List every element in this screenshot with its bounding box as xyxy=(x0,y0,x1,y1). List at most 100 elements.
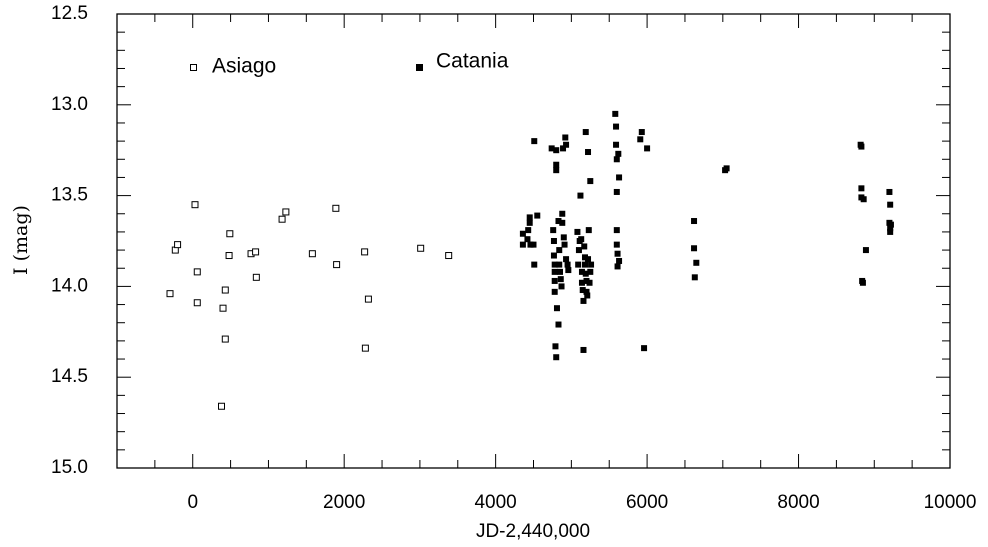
axis-ticks xyxy=(117,13,950,469)
axis-tick-labels: 0 2000 4000 6000 8000 10000 12.5 13.0 13.5 14.0 14… xyxy=(51,3,976,513)
data-point-catania xyxy=(562,134,569,141)
data-point-catania xyxy=(557,276,564,283)
plot-frame xyxy=(116,13,951,469)
data-point-catania xyxy=(559,219,566,226)
data-point-catania xyxy=(564,261,571,268)
data-point-catania xyxy=(551,268,558,275)
data-point-catania xyxy=(575,261,582,268)
data-point-catania xyxy=(559,210,566,217)
data-point-catania xyxy=(578,236,585,243)
data-point-asiago xyxy=(218,402,226,410)
data-point-asiago xyxy=(221,335,229,343)
data-point-catania xyxy=(887,201,894,208)
data-point-catania xyxy=(531,261,538,268)
data-point-catania xyxy=(527,241,534,248)
data-point-catania xyxy=(723,165,730,172)
data-point-catania xyxy=(588,261,595,268)
data-point-asiago xyxy=(166,290,174,298)
data-point-catania xyxy=(582,270,589,277)
data-point-catania xyxy=(583,277,590,284)
data-point-catania xyxy=(615,150,622,157)
data-point-catania xyxy=(558,283,565,290)
data-point-catania xyxy=(887,225,894,232)
data-point-catania xyxy=(613,141,620,148)
data-point-asiago xyxy=(445,252,453,260)
data-point-catania xyxy=(887,228,894,235)
data-point-catania xyxy=(548,145,555,152)
data-point-catania xyxy=(858,185,865,192)
data-point-catania xyxy=(551,288,558,295)
data-point-catania xyxy=(575,247,582,254)
y-tick-label: 12.5 xyxy=(51,3,88,24)
x-tick-label: 2000 xyxy=(323,492,365,513)
data-point-catania xyxy=(584,292,591,299)
data-point-catania xyxy=(578,268,585,275)
data-point-catania xyxy=(585,256,592,263)
data-point-asiago xyxy=(308,250,316,258)
data-point-catania xyxy=(614,250,621,257)
data-point-catania xyxy=(586,279,593,286)
data-point-catania xyxy=(587,178,594,185)
data-point-catania xyxy=(563,256,570,263)
data-point-asiago xyxy=(361,344,369,352)
data-point-catania xyxy=(691,245,698,252)
y-tick-label: 14.5 xyxy=(51,366,88,387)
data-point-asiago xyxy=(221,286,229,294)
data-point-asiago xyxy=(332,204,340,212)
data-point-catania xyxy=(583,288,590,295)
data-point-asiago xyxy=(282,208,290,216)
data-point-catania xyxy=(531,138,538,145)
data-point-catania xyxy=(612,110,619,117)
data-point-catania xyxy=(550,252,557,259)
y-axis-title: I (mag) xyxy=(10,205,32,275)
data-point-asiago xyxy=(219,304,227,312)
data-point-catania xyxy=(550,227,557,234)
data-point-catania xyxy=(858,143,865,150)
data-point-catania xyxy=(574,228,581,235)
data-point-asiago xyxy=(417,244,425,252)
data-point-catania xyxy=(616,257,623,264)
data-point-catania xyxy=(553,305,560,312)
data-point-catania xyxy=(560,145,567,152)
data-point-catania xyxy=(644,145,651,152)
data-point-catania xyxy=(859,279,866,286)
data-point-catania xyxy=(638,129,645,136)
data-point-catania xyxy=(519,230,526,237)
data-point-catania xyxy=(526,219,533,226)
data-point-asiago xyxy=(193,268,201,276)
data-point-asiago xyxy=(191,201,199,209)
data-point-catania xyxy=(613,188,620,195)
legend-marker-catania xyxy=(416,64,423,71)
data-point-catania xyxy=(887,221,894,228)
data-point-catania xyxy=(556,247,563,254)
data-point-catania xyxy=(563,141,570,148)
data-point-catania xyxy=(585,227,592,234)
data-point-catania xyxy=(582,129,589,136)
data-point-catania xyxy=(587,268,594,275)
data-point-catania xyxy=(691,218,698,225)
data-point-catania xyxy=(862,247,869,254)
data-point-catania xyxy=(556,261,563,268)
y-tick-label: 15.0 xyxy=(51,457,88,478)
legend-label-asiago: Asiago xyxy=(212,55,276,78)
data-point-asiago xyxy=(361,248,369,256)
x-tick-label: 10000 xyxy=(924,492,977,513)
data-point-catania xyxy=(578,279,585,286)
data-point-catania xyxy=(555,218,562,225)
y-tick-label: 13.0 xyxy=(51,94,88,115)
data-point-catania xyxy=(553,167,560,174)
data-point-catania xyxy=(555,321,562,328)
data-point-catania xyxy=(557,268,564,275)
data-point-catania xyxy=(579,287,586,294)
data-point-catania xyxy=(585,149,592,156)
data-point-catania xyxy=(525,227,532,234)
data-points xyxy=(166,110,894,410)
data-point-catania xyxy=(581,243,588,250)
data-point-catania xyxy=(581,254,588,261)
data-point-asiago xyxy=(278,215,286,223)
data-point-catania xyxy=(614,263,621,270)
data-point-catania xyxy=(534,212,541,219)
data-point-catania xyxy=(616,174,623,181)
data-point-catania xyxy=(551,277,558,284)
data-point-catania xyxy=(693,259,700,266)
